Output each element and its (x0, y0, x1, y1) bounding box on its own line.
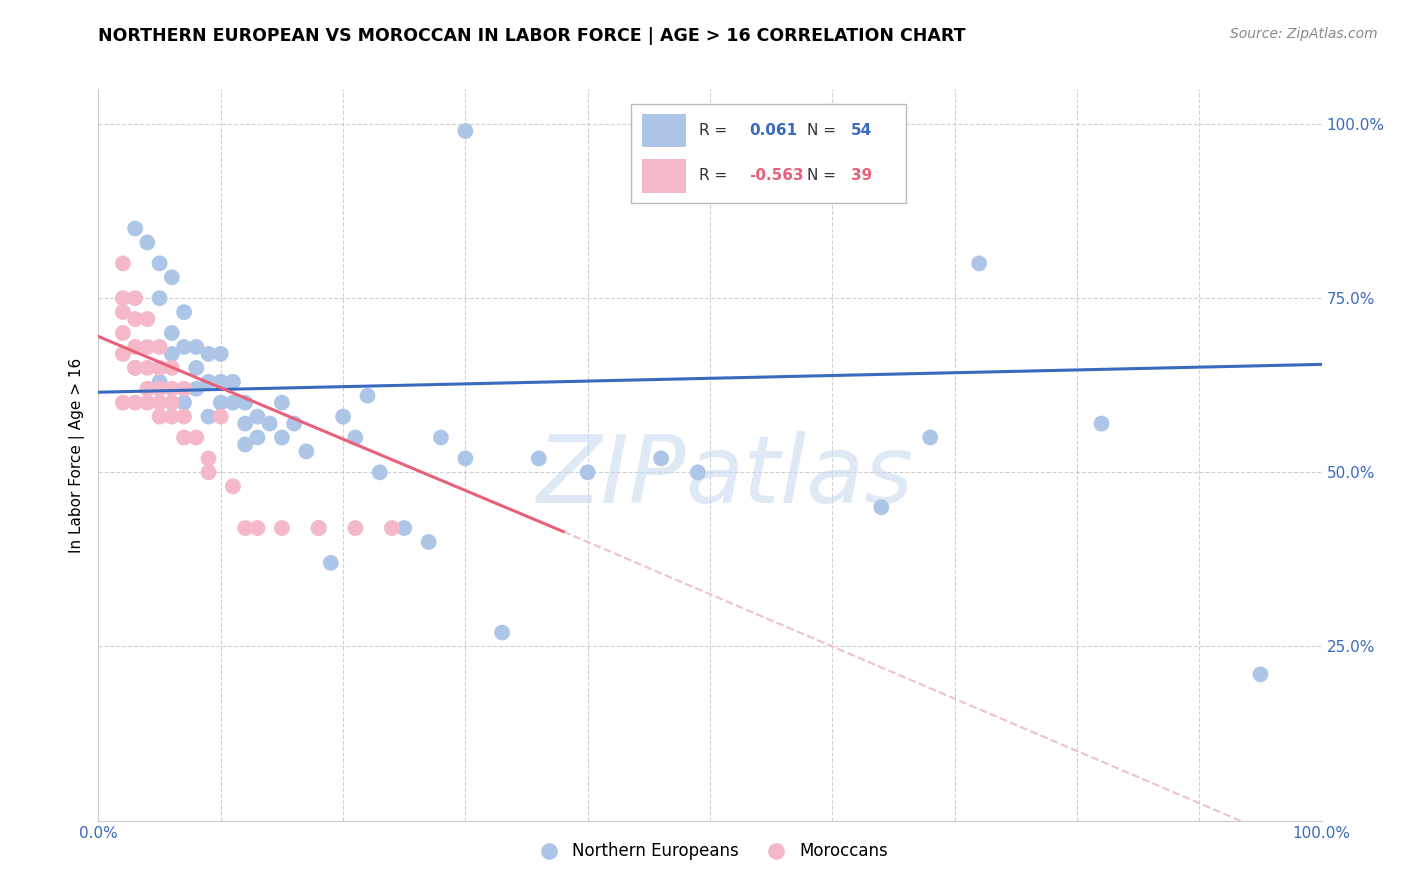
Point (160, 382, 183, 396)
Point (246, 521, 269, 535)
Point (149, 409, 172, 424)
Point (222, 375, 245, 389)
Text: NORTHERN EUROPEAN VS MOROCCAN IN LABOR FORCE | AGE > 16 CORRELATION CHART: NORTHERN EUROPEAN VS MOROCCAN IN LABOR F… (98, 27, 966, 45)
Point (160, 409, 183, 424)
Point (246, 430, 269, 444)
Point (124, 340, 146, 354)
Point (186, 360, 208, 375)
Point (111, 291, 134, 305)
Point (160, 326, 183, 340)
Point (920, 430, 942, 444)
Point (124, 360, 146, 375)
Point (186, 382, 208, 396)
Point (418, 535, 440, 549)
Point (173, 430, 195, 444)
Point (454, 124, 477, 138)
Point (270, 395, 294, 409)
Point (259, 417, 281, 431)
Point (149, 256, 172, 270)
Point (686, 466, 709, 480)
Point (209, 347, 232, 361)
Point (186, 340, 208, 354)
Point (136, 235, 159, 250)
Point (576, 466, 599, 480)
Point (222, 479, 245, 493)
Point (270, 521, 294, 535)
Point (136, 382, 159, 396)
Point (111, 395, 134, 409)
Point (197, 466, 219, 480)
Point (967, 256, 990, 270)
Point (356, 389, 378, 403)
Point (197, 347, 219, 361)
Point (136, 312, 159, 326)
Point (870, 500, 893, 515)
Point (209, 395, 232, 409)
Point (344, 521, 367, 535)
Point (186, 430, 208, 444)
Point (160, 360, 183, 375)
Point (124, 221, 146, 235)
Point (111, 326, 134, 340)
Point (124, 395, 146, 409)
Point (160, 270, 183, 285)
Point (197, 375, 219, 389)
Text: ZIP: ZIP (536, 432, 686, 523)
Point (233, 417, 256, 431)
Point (392, 521, 416, 535)
Point (209, 375, 232, 389)
Point (173, 409, 195, 424)
Point (233, 521, 256, 535)
Point (430, 430, 453, 444)
Y-axis label: In Labor Force | Age > 16: In Labor Force | Age > 16 (69, 358, 84, 552)
Point (283, 417, 305, 431)
Point (149, 375, 172, 389)
Point (650, 451, 672, 466)
Legend: Northern Europeans, Moroccans: Northern Europeans, Moroccans (526, 836, 894, 867)
Point (160, 395, 183, 409)
Point (136, 340, 159, 354)
Text: atlas: atlas (686, 432, 914, 523)
Point (124, 312, 146, 326)
Point (173, 382, 195, 396)
Point (149, 395, 172, 409)
Point (173, 395, 195, 409)
Point (111, 347, 134, 361)
Point (136, 395, 159, 409)
Point (136, 360, 159, 375)
Point (332, 409, 354, 424)
Text: Source: ZipAtlas.com: Source: ZipAtlas.com (1230, 27, 1378, 41)
Point (308, 521, 330, 535)
Point (368, 466, 391, 480)
Point (270, 430, 294, 444)
Point (111, 256, 134, 270)
Point (233, 395, 256, 409)
Point (197, 451, 219, 466)
Point (149, 340, 172, 354)
Point (381, 521, 404, 535)
Point (197, 409, 219, 424)
Point (295, 444, 318, 458)
Point (344, 430, 367, 444)
Point (149, 291, 172, 305)
Point (527, 451, 550, 466)
Point (319, 556, 342, 570)
Point (124, 291, 146, 305)
Point (111, 305, 134, 319)
Point (173, 340, 195, 354)
Point (246, 409, 269, 424)
Point (209, 409, 232, 424)
Point (149, 382, 172, 396)
Point (149, 360, 172, 375)
Point (160, 347, 183, 361)
Point (173, 305, 195, 319)
Point (308, 521, 330, 535)
Point (124, 360, 146, 375)
Point (454, 451, 477, 466)
Point (233, 437, 256, 451)
Point (491, 625, 513, 640)
Point (1249, 667, 1271, 681)
Point (222, 395, 245, 409)
Point (1090, 417, 1112, 431)
